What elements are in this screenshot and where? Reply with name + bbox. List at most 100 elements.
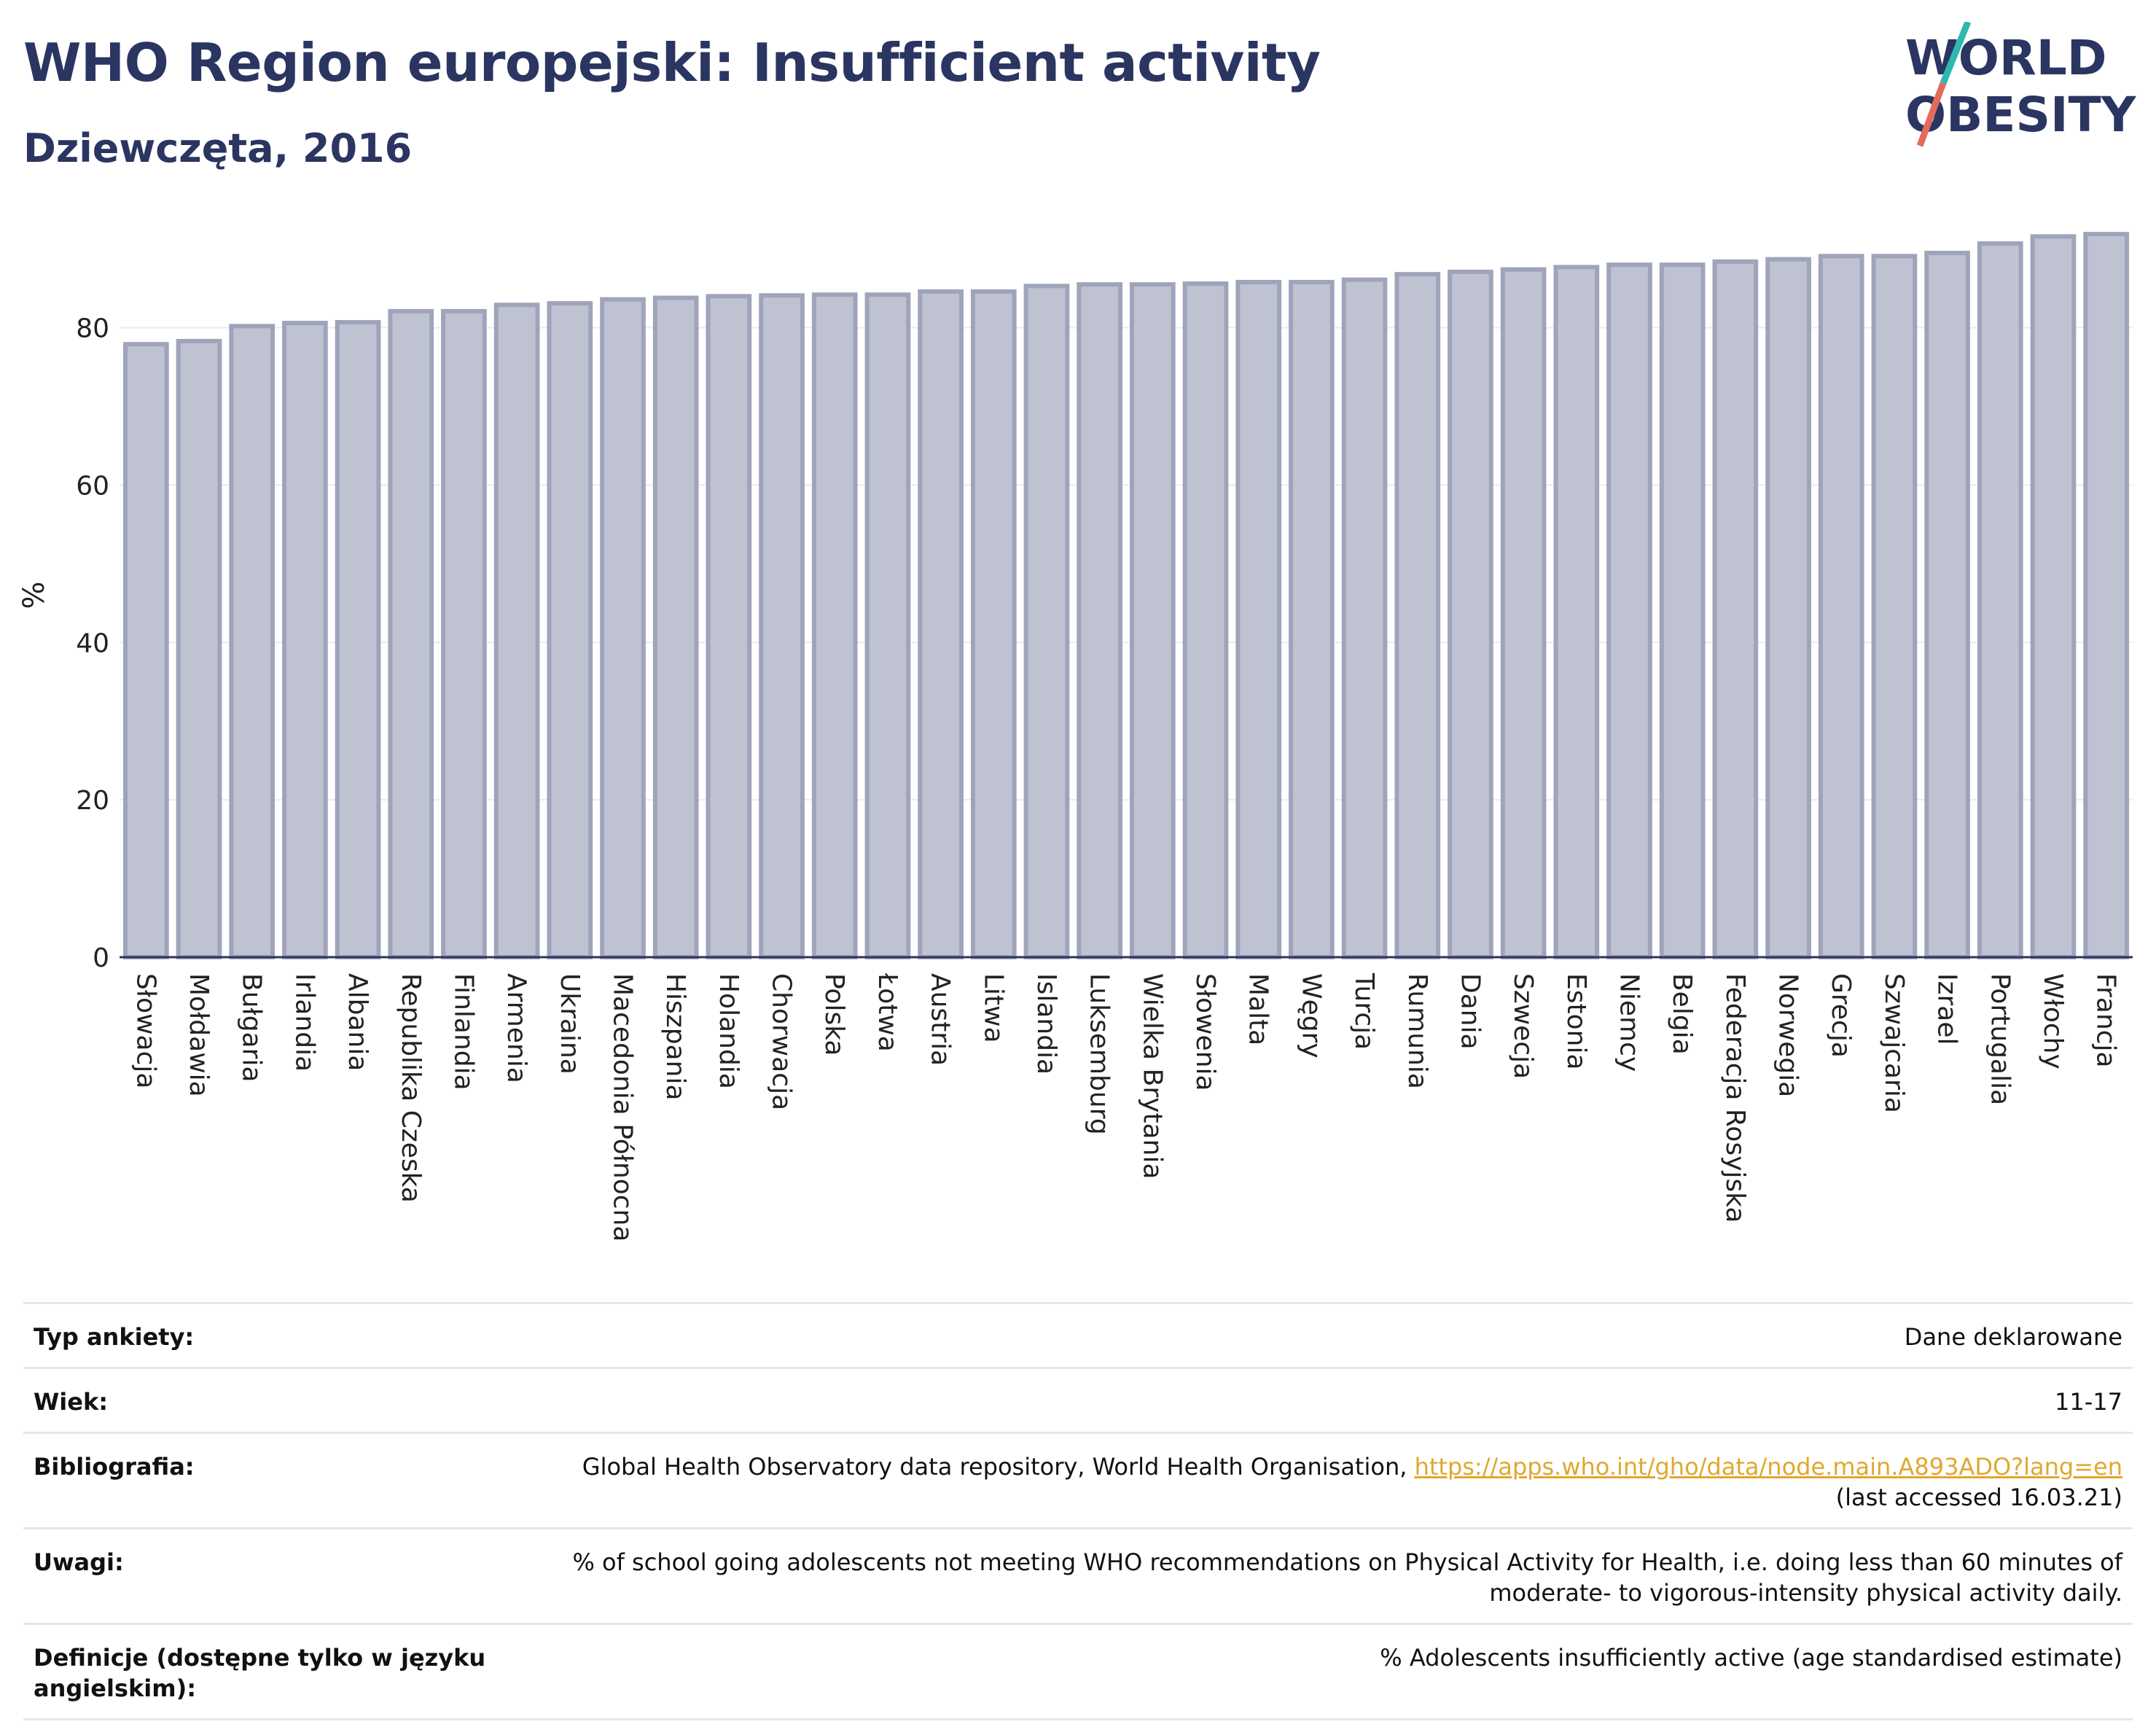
x-tick-label: Norwegia — [1773, 973, 1803, 1097]
bar — [918, 289, 964, 959]
x-tick-label: Słowacja — [130, 973, 160, 1088]
bar — [1871, 254, 1918, 959]
bar — [1818, 254, 1864, 959]
x-tick-label: Chorwacja — [767, 973, 797, 1110]
bar — [1341, 277, 1388, 959]
bar — [1712, 259, 1759, 960]
x-tick-label: Rumunia — [1402, 973, 1432, 1089]
world-obesity-logo: WORLD OBESITY — [1905, 22, 2137, 147]
x-tick-label: Holandia — [714, 973, 743, 1089]
bar — [2030, 234, 2077, 960]
x-tick-label: Grecja — [1826, 973, 1856, 1058]
x-tick-label: Hiszpania — [660, 973, 690, 1101]
bar — [1077, 282, 1123, 960]
bar — [1977, 241, 2023, 960]
bar — [1659, 262, 1706, 960]
bibliography-text: Global Health Observatory data repositor… — [582, 1453, 1415, 1481]
x-tick-label: Szwajcaria — [1879, 973, 1909, 1113]
info-value: % Adolescents insufficiently active (age… — [1380, 1644, 2122, 1672]
y-tick-label: 40 — [76, 628, 109, 658]
bar — [652, 295, 699, 959]
x-tick-label: Polska — [819, 973, 849, 1056]
x-tick-label: Wielka Brytania — [1137, 973, 1167, 1180]
x-tick-label: Ukraina — [555, 973, 585, 1075]
x-tick-label: Estonia — [1561, 973, 1591, 1070]
bar — [441, 308, 487, 960]
chart-subtitle: Dziewczęta, 2016 — [23, 125, 413, 171]
bar — [1182, 281, 1229, 960]
x-tick-label: Słowenia — [1190, 973, 1220, 1091]
bar — [176, 338, 222, 959]
y-tick-label: 20 — [76, 786, 109, 816]
info-row-survey-type: Typ ankiety: Dane deklarowane — [23, 1302, 2133, 1367]
bar — [122, 342, 169, 959]
bar — [1023, 284, 1070, 960]
bar — [388, 308, 434, 960]
info-row-bibliography: Bibliografia: Global Health Observatory … — [23, 1432, 2133, 1527]
bar — [1500, 267, 1547, 959]
y-tick-label: 60 — [76, 471, 109, 501]
x-tick-label: Włochy — [2038, 973, 2068, 1069]
x-tick-label: Izrael — [1932, 973, 1962, 1045]
info-key: Uwagi: — [34, 1548, 124, 1576]
info-row-definitions: Definicje (dostępne tylko w języku angie… — [23, 1623, 2133, 1720]
x-tick-label: Austria — [926, 973, 956, 1066]
y-tick-label: 0 — [93, 943, 109, 973]
info-row-age: Wiek: 11-17 — [23, 1367, 2133, 1432]
x-tick-label: Republika Czeska — [396, 973, 426, 1203]
x-tick-label: Portugalia — [1985, 973, 2015, 1105]
x-tick-label: Armenia — [501, 973, 531, 1083]
bibliography-link[interactable]: https://apps.who.int/gho/data/node.main.… — [1414, 1453, 2122, 1481]
info-value: 11-17 — [2055, 1388, 2122, 1416]
x-tick-label: Mołdawia — [184, 973, 214, 1097]
x-tick-label: Malta — [1243, 973, 1273, 1045]
x-tick-label: Turcja — [1349, 972, 1379, 1050]
x-tick-label: Islandia — [1031, 973, 1061, 1075]
bar — [1553, 265, 1600, 960]
info-table: Typ ankiety: Dane deklarowane Wiek: 11-1… — [23, 1302, 2133, 1720]
x-tick-label: Węgry — [1296, 973, 1326, 1058]
logo-slash-red — [1916, 82, 1947, 147]
bar — [1765, 257, 1811, 960]
bar — [1924, 250, 1970, 959]
info-value: Dane deklarowane — [1904, 1323, 2122, 1351]
logo-line2: OBESITY — [1905, 87, 2137, 143]
info-key: Wiek: — [34, 1388, 109, 1416]
info-key: Definicje (dostępne tylko w języku angie… — [34, 1644, 486, 1702]
bar — [229, 324, 276, 959]
x-tick-label: Niemcy — [1614, 973, 1644, 1072]
x-tick-label: Francja — [2091, 973, 2121, 1068]
notes-line1: % of school going adolescents not meetin… — [572, 1548, 2122, 1576]
x-tick-label: Albania — [343, 973, 372, 1071]
bar-chart: 0 20 40 60 80% Słowacja Mołdawia Bułgaria Irland… — [17, 232, 2133, 1241]
bar — [335, 319, 381, 959]
y-tick-label: 80 — [76, 314, 109, 344]
bar — [2083, 232, 2130, 960]
x-tick-label: Bułgaria — [237, 973, 267, 1083]
bar — [864, 292, 911, 959]
info-value: Global Health Observatory data repositor… — [582, 1451, 2122, 1513]
x-tick-label: Finlandia — [448, 973, 478, 1091]
info-key: Bibliografia: — [34, 1453, 195, 1481]
bar — [1448, 269, 1493, 959]
bar — [1129, 282, 1176, 960]
chart-title: WHO Region europejski: Insufficient acti… — [23, 32, 1321, 93]
bar — [1289, 279, 1335, 960]
bar — [759, 293, 805, 959]
x-tick-label: Irlandia — [289, 973, 319, 1072]
info-row-notes: Uwagi: % of school going adolescents not… — [23, 1527, 2133, 1623]
x-tick-label: Luksemburg — [1085, 973, 1114, 1135]
x-tick-label: Federacja Rosyjska — [1720, 973, 1750, 1223]
bar — [282, 321, 328, 959]
bibliography-accessed: (last accessed 16.03.21) — [1835, 1483, 2122, 1511]
bar — [1394, 272, 1441, 959]
info-value: % of school going adolescents not meetin… — [572, 1547, 2122, 1608]
bar — [1235, 279, 1282, 960]
bar — [547, 301, 593, 959]
bar — [1606, 262, 1652, 960]
info-key: Typ ankiety: — [34, 1323, 195, 1351]
x-tick-label: Łotwa — [872, 972, 902, 1052]
bar — [706, 294, 752, 959]
bar — [970, 289, 1017, 959]
y-axis-label: % — [17, 581, 51, 609]
